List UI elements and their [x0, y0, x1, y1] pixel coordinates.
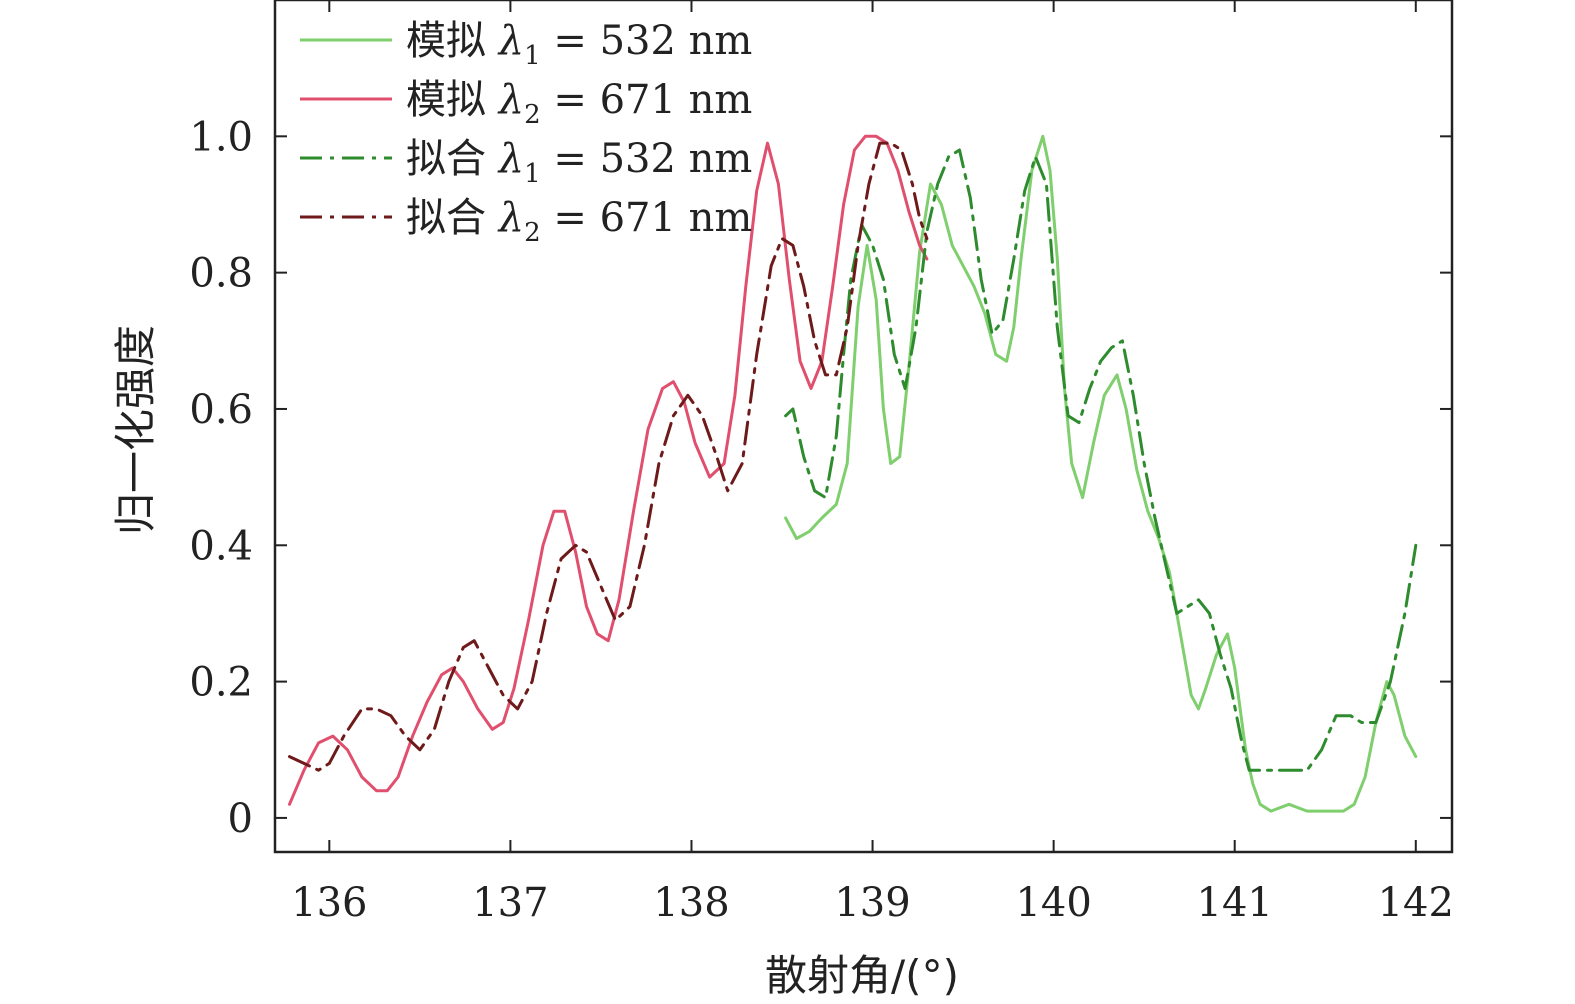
x-tick-label: 138: [653, 880, 729, 926]
x-tick-label: 140: [1015, 880, 1091, 926]
legend-label-2: 模拟 λ2 = 671 nm: [406, 77, 752, 130]
y-axis-title: 归一化强度: [111, 325, 160, 535]
y-tick-label: 0.2: [189, 660, 253, 706]
legend-label-1: 模拟 λ1 = 532 nm: [406, 18, 752, 71]
plot-frame: [273, 0, 1454, 854]
y-tick-label: 0.4: [189, 523, 253, 569]
x-tick-label: 139: [834, 880, 910, 926]
series-layer: [288, 134, 1418, 813]
series-line-2: [288, 134, 929, 806]
x-tick-label: 141: [1197, 880, 1273, 926]
y-tick-label: 0: [228, 796, 253, 842]
axis-ticks: 136 137 138 139 140 141 142 0 0.2 0.4 0.6 0.8 1.0: [189, 0, 1454, 926]
x-axis-title: 散射角/(°): [765, 951, 959, 1000]
legend-label-3: 拟合 λ1 = 532 nm: [406, 136, 752, 189]
series-line-1: [784, 134, 1418, 813]
series-line-4: [288, 141, 929, 772]
y-tick-label: 0.6: [189, 387, 253, 433]
legend: 模拟 λ1 = 532 nm 模拟 λ2 = 671 nm 拟合 λ1 = 532 …: [300, 18, 752, 248]
y-tick-label: 0.8: [189, 251, 253, 297]
series-line-3: [784, 148, 1418, 772]
x-tick-label: 136: [291, 880, 367, 926]
legend-label-4: 拟合 λ2 = 671 nm: [406, 195, 752, 248]
y-tick-label: 1.0: [189, 114, 253, 160]
x-tick-label: 137: [472, 880, 548, 926]
x-tick-label: 142: [1378, 880, 1454, 926]
